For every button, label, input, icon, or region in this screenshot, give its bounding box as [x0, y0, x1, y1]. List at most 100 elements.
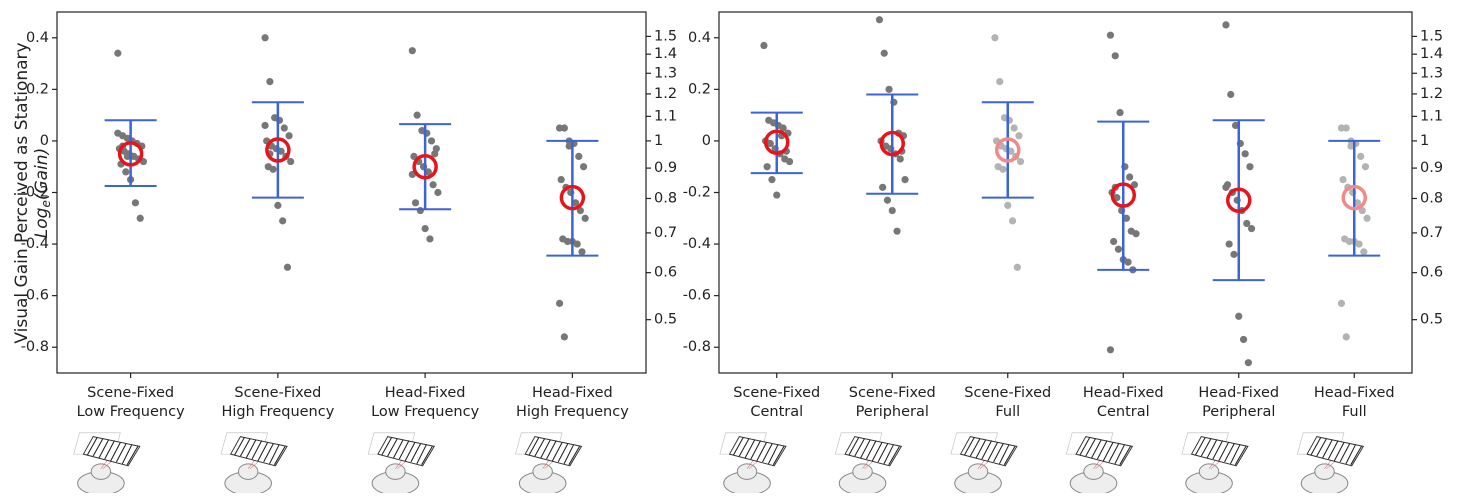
data-point: [1363, 215, 1370, 222]
data-point: [261, 34, 268, 41]
text: e: [39, 200, 53, 207]
data-point: [1246, 163, 1253, 170]
data-point: [1235, 313, 1242, 320]
y-tick-label: -0.6: [683, 288, 711, 304]
y2-tick-label: 0.8: [1420, 190, 1443, 206]
data-point: [1339, 176, 1346, 183]
y2-tick-label: 1.3: [654, 65, 677, 81]
data-point: [1248, 225, 1255, 232]
stimulus-icon: [1297, 433, 1363, 493]
x-tick-label: Scene-FixedPeripheral: [849, 385, 936, 420]
x-tick-label: Head-FixedPeripheral: [1198, 385, 1279, 420]
y2-tick-label: 0.9: [654, 160, 677, 176]
data-point: [269, 166, 276, 173]
y2-tick-label: 0.7: [654, 225, 677, 241]
data-point: [1362, 163, 1369, 170]
data-point: [893, 228, 900, 235]
data-point: [1226, 240, 1233, 247]
data-point: [1011, 124, 1018, 131]
data-point: [1338, 300, 1345, 307]
data-point: [879, 184, 886, 191]
data-point: [434, 189, 441, 196]
data-point: [1004, 202, 1011, 209]
data-point: [889, 207, 896, 214]
data-point: [760, 42, 767, 49]
data-point: [266, 78, 273, 85]
data-point: [876, 16, 883, 23]
data-point: [428, 137, 435, 144]
data-point: [132, 199, 139, 206]
y-tick-label: -0.4: [21, 236, 49, 252]
stimulus-icon: [74, 433, 140, 493]
data-point: [996, 78, 1003, 85]
data-point: [279, 217, 286, 224]
y2-tick-label: 1.5: [1420, 28, 1443, 44]
data-point: [1230, 251, 1237, 258]
data-point: [786, 158, 793, 165]
data-point: [114, 130, 121, 137]
data-point: [422, 225, 429, 232]
y-tick-label: -0.2: [683, 185, 711, 201]
y2-tick-label: 1.4: [654, 46, 677, 62]
y2-tick-label: 0.6: [654, 265, 677, 281]
data-point: [885, 86, 892, 93]
y2-tick-label: 0.8: [654, 190, 677, 206]
stimulus-icon: [835, 433, 901, 493]
data-point: [409, 47, 416, 54]
y2-tick-label: 0.7: [1420, 225, 1443, 241]
data-point: [773, 191, 780, 198]
stimulus-icon: [515, 433, 581, 493]
data-point: [426, 235, 433, 242]
y2-tick-label: 1.3: [1420, 65, 1443, 81]
y2-tick-label: 1.1: [1420, 108, 1443, 124]
y2-tick-label: 0.5: [654, 312, 677, 328]
y2-tick-label: 1.2: [1420, 86, 1443, 102]
data-point: [1107, 346, 1114, 353]
data-point: [561, 333, 568, 340]
data-point: [881, 50, 888, 57]
x-tick-label: Head-FixedCentral: [1083, 385, 1164, 420]
data-point: [558, 176, 565, 183]
data-point: [1227, 91, 1234, 98]
data-point: [430, 181, 437, 188]
y2-tick-label: 1.4: [1420, 46, 1443, 62]
data-point: [1017, 158, 1024, 165]
data-point: [1015, 132, 1022, 139]
y-tick-label: 0: [40, 133, 49, 149]
y2-tick-label: 1: [1420, 133, 1429, 149]
data-point: [417, 207, 424, 214]
data-point: [285, 132, 292, 139]
data-point: [556, 300, 563, 307]
stimulus-icon: [1066, 433, 1132, 493]
y2-tick-label: 1: [654, 133, 663, 149]
data-point: [284, 264, 291, 271]
stimulus-icon: [221, 433, 287, 493]
y-tick-label: -0.8: [683, 339, 711, 355]
figure: Visual Gain Perceived as Stationary Loge…: [0, 0, 1464, 493]
data-point: [1014, 264, 1021, 271]
y2-tick-label: 0.6: [1420, 265, 1443, 281]
y-tick-label: 0.4: [688, 30, 711, 46]
data-point: [897, 155, 904, 162]
y-tick-label: -0.4: [683, 236, 711, 252]
data-point: [1245, 359, 1252, 366]
y-tick-label: -0.8: [21, 339, 49, 355]
data-point: [274, 202, 281, 209]
text: Log: [32, 207, 52, 238]
stimulus-icon: [1182, 433, 1248, 493]
data-point: [764, 163, 771, 170]
data-point: [575, 153, 582, 160]
stimulus-icon: [720, 433, 786, 493]
data-point: [412, 199, 419, 206]
stimulus-icon: [368, 433, 434, 493]
data-point: [580, 163, 587, 170]
y2-tick-label: 0.5: [1420, 312, 1443, 328]
data-point: [1240, 336, 1247, 343]
data-point: [999, 166, 1006, 173]
data-point: [1343, 333, 1350, 340]
